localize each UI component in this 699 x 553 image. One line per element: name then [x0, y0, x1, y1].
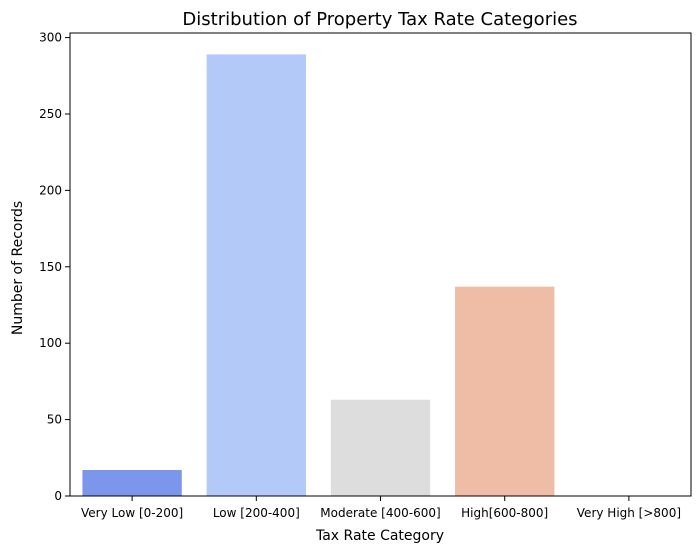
y-axis-label: Number of Records [10, 201, 26, 335]
y-tick-label: 100 [39, 336, 62, 350]
y-tick-label: 50 [47, 413, 62, 427]
y-tick-label: 300 [39, 31, 62, 45]
y-tick-label: 250 [39, 107, 62, 121]
x-axis-label: Tax Rate Category [315, 528, 444, 544]
x-tick-label: Very Low [0-200] [81, 506, 183, 520]
bar [206, 54, 306, 496]
y-tick-label: 0 [54, 489, 62, 503]
plot-frame [69, 32, 692, 497]
x-tick-label: Very High [>800] [577, 506, 681, 520]
x-tick-label: Low [200-400] [213, 506, 300, 520]
y-tick-label: 200 [39, 183, 62, 197]
bar [330, 399, 431, 496]
x-tick-label: High[600-800] [461, 506, 548, 520]
chart-title: Distribution of Property Tax Rate Catego… [182, 9, 577, 30]
bar [455, 286, 555, 496]
x-tick-label: Moderate [400-600] [320, 506, 440, 520]
y-tick-label: 150 [39, 260, 62, 274]
plot-area: 0 50 100 150 200 250 300 Very Low [0-200] Low [2… [39, 31, 692, 520]
bar [82, 470, 182, 496]
